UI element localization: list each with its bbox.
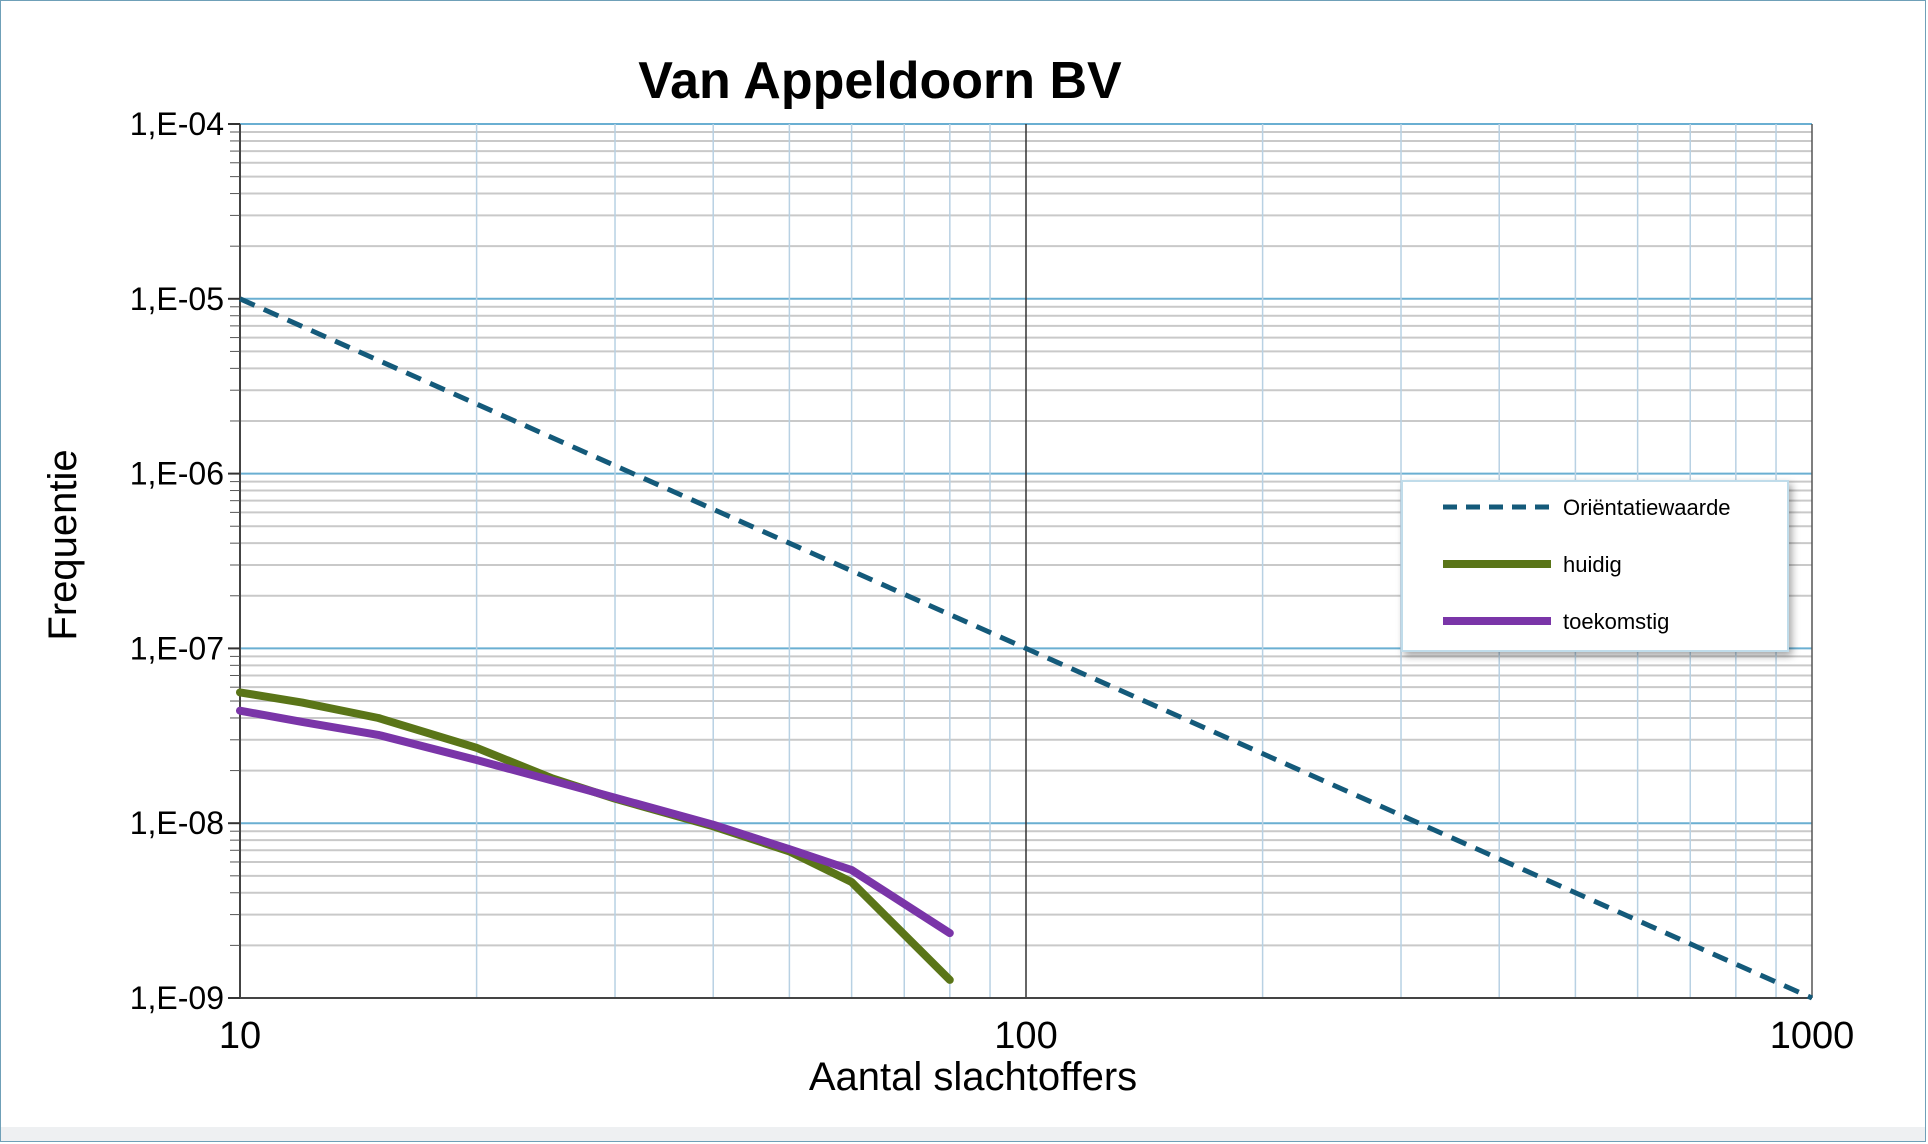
x-tick-label: 100 [994, 1015, 1057, 1057]
x-tick-label: 1000 [1770, 1015, 1855, 1057]
x-axis-label: Aantal slachtoffers [809, 1055, 1137, 1099]
y-tick-label: 1,E-04 [130, 106, 224, 142]
chart-title: Van Appeldoorn BV [638, 52, 1122, 110]
series-layer [236, 296, 1814, 1001]
x-tick-label: 10 [219, 1015, 261, 1057]
y-tick-label: 1,E-05 [130, 281, 224, 317]
y-tick-label: 1,E-08 [130, 805, 224, 841]
y-tick-label: 1,E-09 [130, 980, 224, 1016]
legend-label-toekomstig: toekomstig [1563, 609, 1669, 634]
legend-items: Oriëntatiewaarde huidig toekomstig [1443, 495, 1731, 634]
legend-label-huidig: huidig [1563, 552, 1622, 577]
legend-label-orientatie: Oriëntatiewaarde [1563, 495, 1731, 520]
series-line-orientatie [238, 296, 1814, 1001]
y-tick-label: 1,E-06 [130, 456, 224, 492]
legend: Oriëntatiewaarde huidig toekomstig [1401, 480, 1789, 652]
y-tick-label: 1,E-07 [130, 630, 224, 666]
series-line-huidig [236, 688, 954, 984]
y-axis-label: Frequentie [41, 449, 85, 640]
series-line-toekomstig [236, 706, 954, 938]
